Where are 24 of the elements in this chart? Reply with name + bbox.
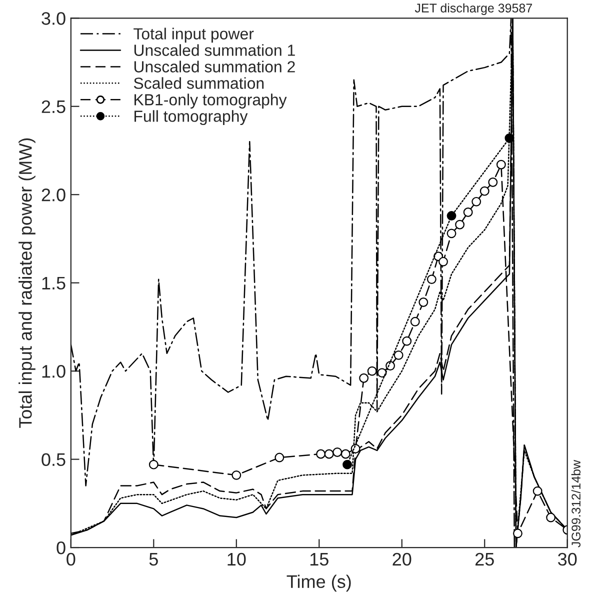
- x-tick-label: 25: [475, 552, 494, 566]
- y-axis-title: Total input and radiated power (MW): [18, 138, 36, 428]
- legend-label: KB1-only tomography: [134, 94, 287, 109]
- x-tick-label: 30: [558, 552, 577, 566]
- y-tick-label: 1.5: [42, 276, 66, 290]
- x-tick-label: 15: [310, 553, 328, 566]
- legend-label: Total input power: [134, 28, 254, 43]
- x-tick-label: 5: [149, 553, 158, 566]
- y-tick-label: 2.0: [42, 188, 66, 202]
- y-tick-label: 1.0: [42, 365, 66, 378]
- text: JG99.312/14bw: [571, 460, 581, 548]
- y-tick-label: 2.5: [42, 100, 66, 114]
- x-tick-label: 20: [392, 552, 412, 566]
- legend-label: Full tomography: [134, 110, 248, 126]
- x-tick-label: 0: [66, 552, 76, 566]
- legend-label: Unscaled summation 2: [134, 60, 295, 72]
- x-axis-title: Time (s): [286, 574, 351, 592]
- x-tick-label: 10: [228, 552, 246, 566]
- legend-label: Scaled summation: [134, 77, 264, 89]
- legend-label: Unscaled summation 1: [134, 44, 295, 56]
- text: JET discharge 39587: [414, 3, 532, 15]
- y-tick-label: 0: [56, 541, 66, 554]
- y-tick-label: 0.5: [42, 453, 66, 466]
- y-tick-label: 3.0: [42, 12, 66, 25]
